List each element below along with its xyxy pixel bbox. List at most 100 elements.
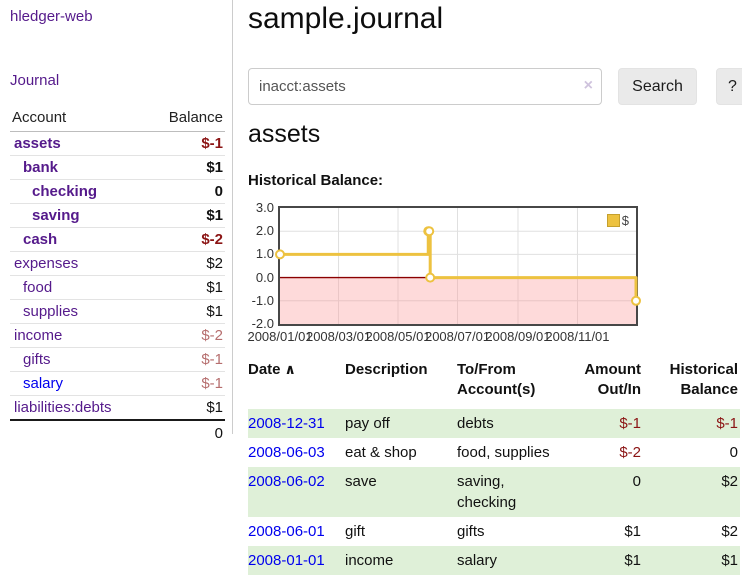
account-link[interactable]: liabilities:debts bbox=[14, 399, 112, 416]
account-link[interactable]: gifts bbox=[23, 351, 51, 368]
balance-column-header: Balance bbox=[147, 106, 225, 132]
y-axis-tick-label: 2.0 bbox=[255, 223, 274, 239]
y-axis-tick-label: 3.0 bbox=[255, 200, 274, 215]
x-axis-tick-label: 2008/05/01 bbox=[365, 329, 431, 344]
account-row: supplies $1 bbox=[10, 299, 225, 324]
account-balance: 0 bbox=[147, 179, 225, 204]
y-axis-tick-label: 1.0 bbox=[255, 246, 274, 262]
transaction-description: save bbox=[345, 466, 457, 517]
transaction-date-link[interactable]: 2008-06-03 bbox=[248, 443, 325, 461]
account-row: checking 0 bbox=[10, 179, 225, 204]
account-row: income $-2 bbox=[10, 323, 225, 348]
transaction-accounts: salary bbox=[457, 545, 561, 575]
account-balance: $1 bbox=[147, 395, 225, 421]
y-axis-tick-label: -2.0 bbox=[251, 316, 274, 331]
legend-swatch-icon bbox=[606, 214, 620, 227]
account-heading: assets bbox=[248, 120, 321, 148]
register-row: 2008-06-02 save saving, checking 0 $2 bbox=[248, 466, 740, 517]
account-row: liabilities:debts $1 bbox=[10, 395, 225, 421]
account-link[interactable]: food bbox=[23, 279, 53, 296]
main-pane: sample.journal × Search ? assets Histori… bbox=[247, 0, 742, 575]
transaction-amount: $1 bbox=[561, 545, 643, 575]
account-link[interactable]: checking bbox=[32, 183, 98, 200]
account-link[interactable]: income bbox=[14, 327, 63, 344]
transaction-date-link[interactable]: 2008-01-01 bbox=[248, 551, 325, 569]
account-link[interactable]: cash bbox=[23, 231, 58, 248]
transaction-amount: $-1 bbox=[561, 408, 643, 438]
transaction-balance: $2 bbox=[643, 466, 740, 517]
app-title-link[interactable]: hledger-web bbox=[10, 8, 93, 25]
account-row: salary $-1 bbox=[10, 371, 225, 396]
account-row: food $1 bbox=[10, 275, 225, 300]
transaction-date-link[interactable]: 2008-12-31 bbox=[248, 414, 325, 432]
transaction-amount: $-2 bbox=[619, 443, 641, 461]
transaction-amount: $1 bbox=[624, 522, 641, 540]
y-axis-tick-label: -1.0 bbox=[251, 292, 274, 308]
x-axis-tick-label: 2008/01/01 bbox=[247, 329, 313, 344]
x-axis-tick-label: 2008/11/01 bbox=[545, 329, 610, 344]
register-table: Date ∧ Description To/From Account(s) Amo… bbox=[248, 358, 740, 575]
account-balance: $1 bbox=[147, 203, 225, 228]
balance-column-header-register: Historical Balance bbox=[669, 361, 738, 399]
account-balance: $-2 bbox=[147, 227, 225, 252]
transaction-accounts: debts bbox=[457, 408, 561, 438]
sidebar-item-journal[interactable]: Journal bbox=[10, 72, 60, 89]
account-row: saving $1 bbox=[10, 203, 225, 228]
account-link[interactable]: assets bbox=[14, 135, 61, 152]
page-title: sample.journal bbox=[248, 2, 444, 35]
transaction-balance: $1 bbox=[643, 545, 740, 575]
transaction-amount: 0 bbox=[561, 466, 643, 517]
search-input[interactable] bbox=[248, 68, 602, 105]
transaction-accounts: gifts bbox=[457, 522, 485, 540]
x-axis-tick-label: 2008/07/01 bbox=[424, 329, 491, 344]
account-row: bank $1 bbox=[10, 155, 225, 180]
transaction-description: gift bbox=[345, 522, 366, 540]
register-row: 2008-06-01 gift gifts $1 $2 bbox=[248, 517, 740, 546]
account-balance: $1 bbox=[147, 275, 225, 300]
accounts-column-header: To/From Account(s) bbox=[457, 361, 536, 399]
transaction-balance: $2 bbox=[721, 522, 738, 540]
sidebar: hledger-web Journal Account Balance asse… bbox=[0, 0, 233, 445]
search-help-button[interactable]: ? bbox=[716, 68, 742, 105]
y-axis-tick-label: 0.0 bbox=[255, 269, 274, 285]
account-row: expenses $2 bbox=[10, 251, 225, 276]
accounts-table-header: Account Balance bbox=[10, 106, 225, 132]
accounts-total-spacer bbox=[10, 419, 148, 445]
accounts-table: Account Balance assets $-1 bank $1 checking 0… bbox=[10, 106, 225, 445]
chart-legend: $ bbox=[604, 212, 631, 229]
transaction-balance: 0 bbox=[729, 443, 738, 461]
account-balance: $-1 bbox=[147, 347, 225, 372]
legend-label: $ bbox=[621, 213, 629, 228]
account-link[interactable]: expenses bbox=[14, 255, 79, 272]
accounts-total-value: 0 bbox=[147, 419, 225, 445]
search-form: × Search ? bbox=[248, 68, 742, 106]
transaction-description: income bbox=[345, 545, 457, 575]
transaction-description: eat & shop bbox=[345, 443, 417, 461]
transaction-date-link[interactable]: 2008-06-01 bbox=[248, 522, 325, 540]
x-axis-tick-label: 2008/09/01 bbox=[485, 329, 551, 344]
chart-plot-area: $ bbox=[275, 206, 641, 326]
description-column-header: Description bbox=[345, 361, 428, 378]
register-row: 2008-06-03 eat & shop food, supplies $-2 0 bbox=[248, 438, 740, 467]
date-column-header: Date ∧ bbox=[248, 361, 296, 378]
account-link[interactable]: bank bbox=[23, 159, 59, 176]
transaction-description: pay off bbox=[345, 408, 457, 438]
account-balance: $-1 bbox=[147, 371, 225, 396]
search-button[interactable]: Search bbox=[618, 68, 697, 105]
historical-balance-chart: $ 3.0 2.0 1.0 0.0 -1.0 -2.0 2008/01/01 2008/03/… bbox=[247, 200, 668, 348]
transaction-date-link[interactable]: 2008-06-02 bbox=[248, 472, 325, 490]
clear-search-icon[interactable]: × bbox=[583, 77, 593, 94]
account-balance: $1 bbox=[147, 155, 225, 180]
account-balance: $-1 bbox=[147, 131, 225, 156]
account-link[interactable]: saving bbox=[32, 207, 80, 224]
transaction-accounts: food, supplies bbox=[457, 443, 550, 461]
account-link[interactable]: supplies bbox=[23, 303, 79, 320]
chart-section-label: Historical Balance: bbox=[248, 172, 384, 189]
transaction-balance: $-1 bbox=[643, 408, 740, 438]
register-row: 2008-12-31 pay off debts $-1 $-1 bbox=[248, 408, 740, 438]
account-column-header: Account bbox=[10, 106, 148, 132]
sort-ascending-icon: ∧ bbox=[284, 361, 296, 377]
account-row: cash $-2 bbox=[10, 227, 225, 252]
account-balance: $1 bbox=[147, 299, 225, 324]
account-link[interactable]: salary bbox=[23, 375, 64, 392]
